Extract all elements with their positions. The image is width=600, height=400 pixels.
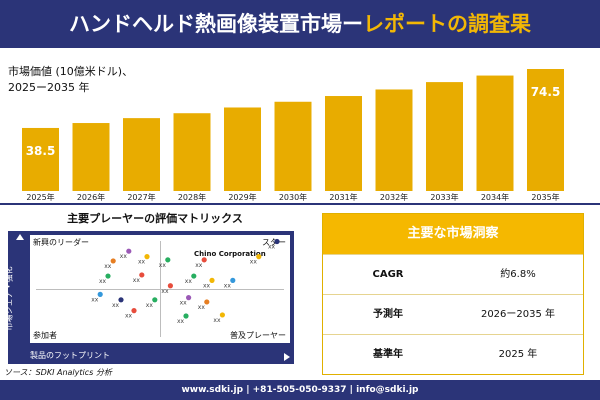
header-bar: ハンドヘルド熱画像装置市場ーレポートの調査果 [0, 0, 600, 48]
matrix-point-label-17: xx [198, 304, 206, 311]
matrix-point-label-2: xx [159, 262, 167, 269]
matrix-point-11 [230, 277, 236, 283]
year-label-9: 2034年 [481, 192, 509, 202]
highlighted-company-label: Chino Corporation [194, 250, 266, 258]
year-label-0: 2025年 [26, 192, 54, 202]
insight-label: 基準年 [373, 349, 403, 360]
matrix-point-label-5: xx [250, 259, 258, 266]
year-label-5: 2030年 [279, 192, 307, 202]
matrix-point-17 [204, 299, 210, 305]
year-label-4: 2029年 [228, 192, 256, 202]
quadrant-label-emerging-leaders: 新興のリーダー [33, 238, 89, 247]
matrix-point-18 [131, 308, 137, 314]
title-part-1: ハンドヘルド熱画像装置市場ー [69, 12, 363, 36]
quadrant-label-participants: 参加者 [33, 331, 57, 340]
year-label-1: 2026年 [77, 192, 105, 202]
matrix-point-label-19: xx [213, 317, 221, 324]
matrix-point-label-20: xx [177, 318, 185, 325]
matrix-y-axis-label: 市場シェア・強化 [4, 266, 14, 331]
value-label-0: 38.5 [26, 144, 56, 158]
insight-row-base-year: 基準年 2025 年 [323, 334, 583, 374]
matrix-point-label-1: xx [138, 259, 146, 266]
bar-2 [123, 118, 160, 191]
bar-10 [527, 69, 564, 191]
insight-row-cagr: CAGR 約6.8% [323, 254, 583, 294]
bar-5 [274, 101, 312, 191]
bar-3 [173, 113, 211, 191]
matrix-plot: 新興のリーダー スター 参加者 普及プレーヤー Chino Corporatio… [30, 235, 290, 343]
insight-label: 予測年 [373, 309, 403, 320]
matrix-point-label-7: xx [99, 278, 107, 285]
matrix-point-label-16: xx [180, 300, 188, 307]
matrix-point-label-14: xx [112, 302, 120, 309]
matrix-point-8 [139, 272, 145, 278]
year-label-10: 2035年 [531, 192, 559, 202]
bar-7 [375, 89, 413, 191]
matrix-point-label-6: xx [104, 263, 112, 270]
title-part-2: レポートの調査果 [363, 12, 531, 36]
key-insights-panel: 主要な市場洞察 CAGR 約6.8% 予測年 2026ー2035 年 基準年 2… [322, 213, 584, 375]
matrix-point-12 [167, 283, 173, 289]
page-title: ハンドヘルド熱画像装置市場ーレポートの調査果 [0, 0, 600, 48]
matrix-x-axis-label: 製品のフットプリント [30, 351, 110, 360]
matrix-point-label-9: xx [185, 278, 193, 285]
value-label-10: 74.5 [531, 85, 561, 99]
year-label-2: 2027年 [127, 192, 155, 202]
matrix-title: 主要プレーヤーの評価マトリックス [67, 212, 243, 225]
insight-value: 約6.8% [500, 269, 536, 280]
matrix-point-label-13: xx [91, 296, 99, 303]
matrix-point-2 [165, 257, 171, 263]
matrix-point-5 [256, 254, 262, 260]
matrix-point-label-18: xx [125, 313, 133, 320]
insight-value: 2025 年 [498, 349, 538, 360]
matrix-point-label-4: xx [268, 243, 276, 250]
matrix-point-4 [274, 238, 280, 245]
section-divider [0, 203, 600, 205]
quadrant-label-stars: スター [262, 238, 286, 247]
matrix-horizontal-divider [36, 289, 284, 290]
bar-9 [476, 75, 514, 191]
quadrant-label-pervasive-players: 普及プレーヤー [230, 331, 286, 340]
year-label-3: 2028年 [178, 192, 206, 202]
matrix-point-10 [209, 277, 215, 283]
matrix-point-16 [186, 295, 192, 301]
insight-value: 2026ー2035 年 [480, 309, 556, 320]
matrix-point-label-8: xx [133, 277, 141, 284]
insight-label: CAGR [372, 269, 404, 280]
matrix-point-14 [118, 297, 124, 303]
chart-title: 市場価値 (10億米ドル)、 2025ー2035 年 [8, 65, 134, 94]
matrix-point-0 [126, 248, 132, 254]
bar-4 [224, 107, 261, 191]
matrix-point-6 [110, 258, 116, 264]
matrix-point-label-15: xx [146, 302, 154, 309]
matrix-point-label-0: xx [120, 253, 128, 260]
insight-row-forecast-years: 予測年 2026ー2035 年 [323, 294, 583, 334]
year-label-7: 2032年 [380, 192, 408, 202]
year-label-6: 2031年 [329, 192, 357, 202]
key-insights-title: 主要な市場洞察 [323, 214, 583, 254]
matrix-point-20 [183, 313, 189, 319]
bar-0 [22, 127, 59, 191]
matrix-point-label-12: xx [161, 288, 169, 295]
matrix-point-label-11: xx [224, 282, 232, 289]
matrix-point-7 [105, 273, 111, 279]
bar-6 [325, 96, 362, 191]
matrix-point-19 [219, 312, 225, 318]
year-label-8: 2033年 [430, 192, 458, 202]
matrix-point-1 [144, 254, 150, 260]
x-axis-arrow-icon [284, 353, 290, 361]
matrix-point-15 [152, 297, 158, 303]
source-note: ソース：SDKI Analytics 分析 [4, 368, 112, 377]
matrix-point-3 [201, 257, 207, 263]
matrix-point-label-3: xx [195, 262, 203, 269]
y-axis-arrow-icon [16, 234, 24, 240]
footer-contact: www.sdki.jp | +81-505-050-9337 | info@sd… [0, 380, 600, 400]
market-bar-chart: 2025年 38.5 2026年 2027年 2028年 2029年 2030年 2031年 2… [22, 69, 564, 202]
matrix-point-9 [191, 273, 197, 279]
matrix-point-label-10: xx [203, 282, 211, 289]
bar-8 [426, 82, 463, 191]
matrix-point-13 [97, 291, 103, 297]
bar-1 [72, 123, 110, 191]
